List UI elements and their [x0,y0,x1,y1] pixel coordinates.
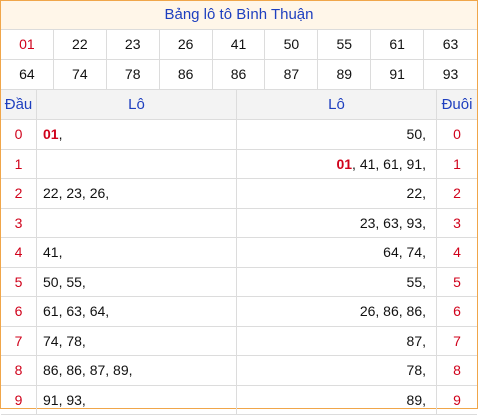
lo-highlight: 01 [43,126,59,142]
number-cell: 01 [1,30,54,60]
number-cell: 61 [371,30,424,60]
table-row: 4 41, 64, 74, 4 [1,238,477,268]
number-cell: 87 [265,60,318,90]
table-row: 5 50, 55, 55, 5 [1,268,477,298]
duoi-digit: 3 [437,209,477,239]
number-cell: 74 [54,60,107,90]
lo-left-cell: 61, 63, 64, [37,297,237,327]
lo-right-cell: 22, [237,179,437,209]
lo-values: 64, 74, [383,244,426,260]
duoi-digit: 6 [437,297,477,327]
lo-values: 78, [407,362,426,378]
number-cell: 89 [318,60,371,90]
lo-right-cell: 89, [237,386,437,415]
dau-digit: 2 [1,179,37,209]
number-cell: 91 [371,60,424,90]
table-row: 3 23, 63, 93, 3 [1,209,477,239]
lo-values: 50, 55, [43,274,86,290]
dau-digit: 8 [1,356,37,386]
table-row: 6 61, 63, 64, 26, 86, 86, 6 [1,297,477,327]
lo-left-cell [37,209,237,239]
lo-left-cell: 22, 23, 26, [37,179,237,209]
number-cell: 23 [107,30,160,60]
lo-values: 22, 23, 26, [43,185,109,201]
lo-left-cell: 01, [37,120,237,150]
lo-values: 89, [407,392,426,408]
number-cell: 86 [213,60,266,90]
header-lo-left: Lô [37,90,237,120]
duoi-digit: 1 [437,150,477,180]
dau-digit: 6 [1,297,37,327]
lo-left-cell: 86, 86, 87, 89, [37,356,237,386]
number-cell: 64 [1,60,54,90]
dau-digit: 1 [1,150,37,180]
number-cell: 55 [318,30,371,60]
lo-left-cell: 41, [37,238,237,268]
lo-right-cell: 26, 86, 86, [237,297,437,327]
header-lo-right: Lô [237,90,437,120]
lo-left-cell: 91, 93, [37,386,237,415]
lo-values: 22, [407,185,426,201]
table-row: 7 74, 78, 87, 7 [1,327,477,357]
lo-right-cell: 50, [237,120,437,150]
lo-values: 87, [407,333,426,349]
lo-right-cell: 64, 74, [237,238,437,268]
lo-values: 74, 78, [43,333,86,349]
lo-values: 50, [407,126,426,142]
header-dau: Đầu [1,90,37,120]
number-cell: 26 [160,30,213,60]
lo-right-cell: 87, [237,327,437,357]
dau-digit: 5 [1,268,37,298]
lo-right-cell: 23, 63, 93, [237,209,437,239]
lo-values: 86, 86, 87, 89, [43,362,133,378]
number-cell: 22 [54,30,107,60]
duoi-digit: 8 [437,356,477,386]
table-row: 9 91, 93, 89, 9 [1,386,477,415]
lo-right-cell: 78, [237,356,437,386]
dau-digit: 0 [1,120,37,150]
dau-digit: 4 [1,238,37,268]
table-header-row: Đầu Lô Lô Đuôi [1,90,477,120]
duoi-digit: 5 [437,268,477,298]
lo-left-cell: 74, 78, [37,327,237,357]
lo-values: , [59,126,63,142]
duoi-digit: 0 [437,120,477,150]
duoi-digit: 4 [437,238,477,268]
lo-right-cell: 55, [237,268,437,298]
numbers-grid: 01 22 23 26 41 50 55 61 63 64 74 78 86 8… [1,30,477,90]
number-cell: 63 [424,30,477,60]
lo-values: 61, 63, 64, [43,303,109,319]
table-row: 8 86, 86, 87, 89, 78, 8 [1,356,477,386]
lo-left-cell: 50, 55, [37,268,237,298]
lo-values: 91, 93, [43,392,86,408]
lo-values: , 41, 61, 91, [352,156,426,172]
dau-digit: 9 [1,386,37,415]
lo-values: 41, [43,244,62,260]
number-cell: 93 [424,60,477,90]
table-title: Bảng lô tô Bình Thuận [1,1,477,30]
number-cell: 78 [107,60,160,90]
header-duoi: Đuôi [437,90,477,120]
number-cell: 86 [160,60,213,90]
number-cell: 41 [213,30,266,60]
duoi-digit: 7 [437,327,477,357]
table-row: 2 22, 23, 26, 22, 2 [1,179,477,209]
lo-values: 26, 86, 86, [360,303,426,319]
number-cell: 50 [265,30,318,60]
lo-highlight: 01 [336,156,352,172]
lo-left-cell [37,150,237,180]
dau-digit: 3 [1,209,37,239]
lo-values: 23, 63, 93, [360,215,426,231]
duoi-digit: 9 [437,386,477,415]
dau-digit: 7 [1,327,37,357]
duoi-digit: 2 [437,179,477,209]
lo-right-cell: 01, 41, 61, 91, [237,150,437,180]
lo-values: 55, [407,274,426,290]
